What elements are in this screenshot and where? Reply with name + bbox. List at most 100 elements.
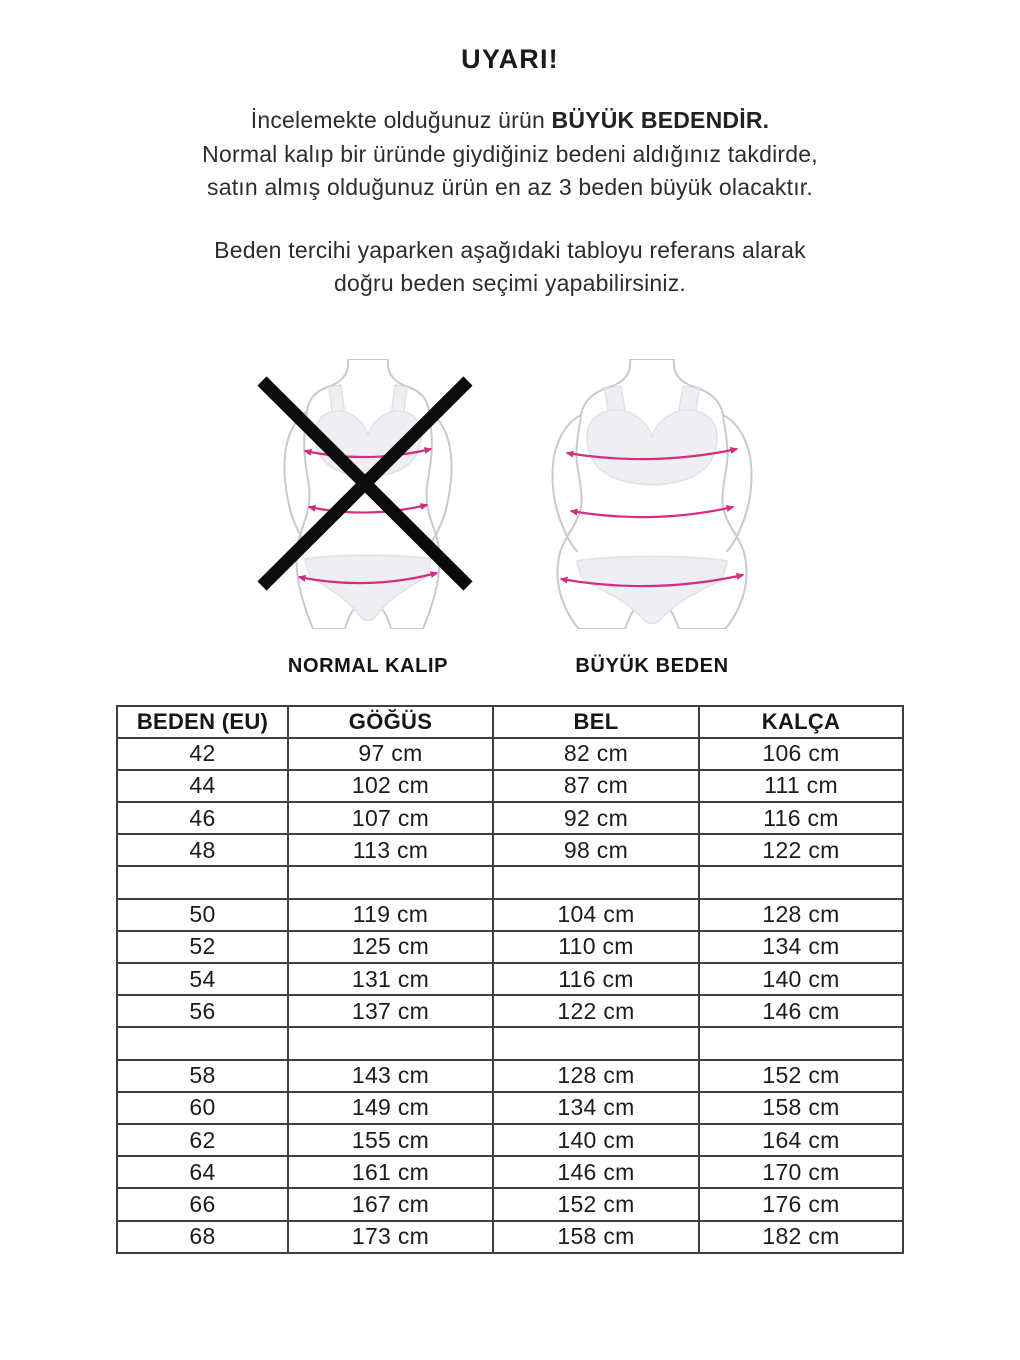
size-row: 64 161 cm 146 cm 170 cm <box>116 1155 904 1190</box>
bust-arrow <box>565 446 739 460</box>
size-cell <box>698 1026 904 1061</box>
size-cell: 140 cm <box>492 1122 700 1158</box>
intro-line-4: Beden tercihi yaparken aşağıdaki tabloyu… <box>214 236 806 263</box>
size-cell: 137 cm <box>287 994 494 1029</box>
column-header: KALÇA <box>698 704 904 739</box>
size-cell: 104 cm <box>492 897 700 932</box>
figure-normal-fit: NORMAL KALIP <box>248 358 488 678</box>
size-row: 46 107 cm 92 cm 116 cm <box>116 801 904 836</box>
size-cell: 102 cm <box>287 768 494 804</box>
size-cell: 125 cm <box>287 929 494 965</box>
waist-arrow <box>569 504 735 518</box>
size-cell: 64 <box>116 1155 289 1190</box>
size-cell: 44 <box>116 768 289 804</box>
size-cell: 128 cm <box>698 897 904 932</box>
figure-comparison: NORMAL KALIP BÜYÜK BEDEN <box>0 358 1020 678</box>
spacer-row <box>116 1026 904 1061</box>
size-cell <box>287 865 494 900</box>
size-cell: 143 cm <box>287 1058 494 1093</box>
size-cell <box>492 1026 700 1061</box>
size-cell <box>116 1026 289 1061</box>
size-row: 56 137 cm 122 cm 146 cm <box>116 994 904 1029</box>
size-cell: 152 cm <box>698 1058 904 1093</box>
intro-line-2: Normal kalıp bir üründe giydiğiniz beden… <box>202 140 818 167</box>
size-cell: 58 <box>116 1058 289 1093</box>
size-cell: 48 <box>116 833 289 868</box>
intro-line-5: doğru beden seçimi yapabilirsiniz. <box>334 270 686 296</box>
size-cell: 82 cm <box>492 736 700 771</box>
size-row: 50 119 cm 104 cm 128 cm <box>116 897 904 932</box>
size-cell: 152 cm <box>492 1187 700 1222</box>
size-cell: 140 cm <box>698 961 904 997</box>
page-title: UYARI! <box>461 44 559 74</box>
size-cell: 146 cm <box>492 1155 700 1190</box>
size-cell: 113 cm <box>287 833 494 868</box>
size-cell: 155 cm <box>287 1122 494 1158</box>
size-row: 58 143 cm 128 cm 152 cm <box>116 1058 904 1093</box>
figure-label-plus: BÜYÜK BEDEN <box>575 654 729 677</box>
size-row: 68 173 cm 158 cm 182 cm <box>116 1219 904 1254</box>
size-cell: 167 cm <box>287 1187 494 1222</box>
size-cell: 164 cm <box>698 1122 904 1158</box>
size-cell: 122 cm <box>698 833 904 868</box>
size-cell: 54 <box>116 961 289 997</box>
column-header: BEL <box>492 704 700 739</box>
column-header: BEDEN (EU) <box>116 704 289 739</box>
size-row: 42 97 cm 82 cm 106 cm <box>116 736 904 771</box>
left-arm-line <box>551 413 582 552</box>
size-cell: 161 cm <box>287 1155 494 1190</box>
size-cell: 111 cm <box>698 768 904 804</box>
size-cell: 62 <box>116 1122 289 1158</box>
size-table-header-row: BEDEN (EU) GÖĞÜS BEL KALÇA <box>116 704 904 739</box>
body-diagram-plus <box>551 358 753 629</box>
size-cell <box>698 865 904 900</box>
figure-plus-size: BÜYÜK BEDEN <box>532 358 772 678</box>
size-cell: 56 <box>116 994 289 1029</box>
size-cell: 60 <box>116 1090 289 1125</box>
size-cell: 50 <box>116 897 289 932</box>
size-cell: 42 <box>116 736 289 771</box>
intro-line-1: İncelemekte olduğunuz ürün <box>250 107 552 133</box>
intro-line-1-strong: BÜYÜK BEDENDİR. <box>551 107 770 133</box>
size-cell: 149 cm <box>287 1090 494 1125</box>
warning-paragraph-2: Beden tercihi yaparken aşağıdaki tabloyu… <box>0 234 1020 301</box>
intro-line-3: satın almış olduğunuz ürün en az 3 beden… <box>207 174 813 200</box>
size-cell: 158 cm <box>492 1219 700 1254</box>
size-cell: 134 cm <box>492 1090 700 1125</box>
size-cell: 97 cm <box>287 736 494 771</box>
size-cell: 110 cm <box>492 929 700 965</box>
hip-arrow <box>297 570 439 584</box>
size-cell: 131 cm <box>287 961 494 997</box>
warning-text-block: İncelemekte olduğunuz ürün BÜYÜK BEDENDİ… <box>0 104 1020 301</box>
size-cell: 66 <box>116 1187 289 1222</box>
size-cell: 176 cm <box>698 1187 904 1222</box>
size-row: 44 102 cm 87 cm 111 cm <box>116 768 904 804</box>
size-cell: 116 cm <box>492 961 700 997</box>
size-row: 60 149 cm 134 cm 158 cm <box>116 1090 904 1125</box>
right-arm-line <box>722 413 753 552</box>
spacer-row <box>116 865 904 900</box>
size-cell: 119 cm <box>287 897 494 932</box>
x-cross-icon <box>257 375 473 591</box>
bust-arrow <box>303 446 433 458</box>
size-cell: 68 <box>116 1219 289 1254</box>
size-row: 66 167 cm 152 cm 176 cm <box>116 1187 904 1222</box>
size-cell: 146 cm <box>698 994 904 1029</box>
size-cell: 158 cm <box>698 1090 904 1125</box>
hip-arrow <box>559 572 745 587</box>
waist-arrow <box>307 502 429 514</box>
right-arm-line <box>428 409 453 544</box>
size-cell: 107 cm <box>287 801 494 836</box>
size-cell: 98 cm <box>492 833 700 868</box>
size-cell: 182 cm <box>698 1219 904 1254</box>
size-cell <box>116 865 289 900</box>
body-diagram-normal <box>257 358 473 629</box>
size-cell: 122 cm <box>492 994 700 1029</box>
size-row: 48 113 cm 98 cm 122 cm <box>116 833 904 868</box>
size-cell: 46 <box>116 801 289 836</box>
size-cell: 92 cm <box>492 801 700 836</box>
size-cell: 106 cm <box>698 736 904 771</box>
size-cell: 52 <box>116 929 289 965</box>
size-cell: 87 cm <box>492 768 700 804</box>
